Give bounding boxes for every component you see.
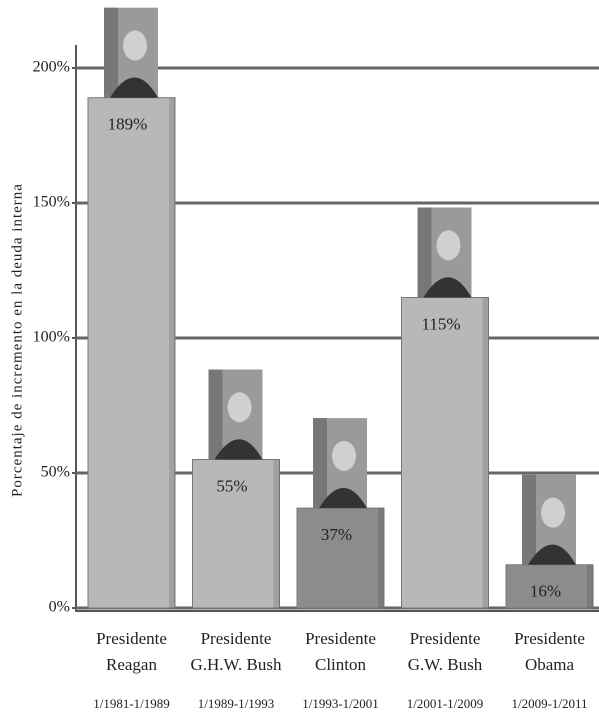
value-label: 115% (421, 314, 460, 333)
x-tick-label: Presidente G.W. Bush (407, 629, 483, 674)
portrait-body (110, 77, 158, 98)
portrait-head (436, 230, 461, 261)
portrait-flag (313, 418, 327, 509)
portrait-flag (104, 7, 118, 98)
portrait-flag (417, 207, 432, 298)
x-tick-label: Presidente G.H.W. Bush (190, 629, 282, 674)
bar-shade (378, 508, 384, 608)
y-tick-label: 0% (49, 599, 70, 616)
portrait-head (541, 497, 565, 528)
value-label: 37% (321, 525, 352, 544)
value-label: 189% (108, 115, 148, 134)
bar (87, 97, 176, 609)
bar-shade (169, 97, 175, 608)
portrait-head (123, 30, 147, 61)
bar (401, 297, 489, 609)
bar-shade (482, 297, 489, 608)
bar-shade (273, 459, 280, 608)
portrait-body (214, 439, 263, 460)
bar (505, 564, 594, 609)
period-label: 1/2009-1/2011 (511, 696, 588, 711)
portrait-flag (208, 369, 223, 460)
y-axis-label: Porcentaje de incremento en la deuda int… (9, 183, 25, 497)
bar (296, 507, 385, 609)
portrait-head (332, 440, 356, 471)
value-label: 55% (216, 476, 247, 495)
portrait-body (528, 544, 576, 565)
portrait-body (423, 277, 472, 298)
period-label: 1/2001-1/2009 (406, 696, 484, 711)
x-tick-label: Presidente Reagan (96, 629, 167, 674)
value-label: 16% (530, 582, 561, 601)
period-label: 1/1993-1/2001 (302, 696, 379, 711)
y-tick-label: 50% (41, 464, 70, 481)
x-tick-label: Presidente Clinton (305, 629, 376, 674)
x-tick-label: Presidente Obama (514, 629, 585, 674)
portrait-flag (522, 474, 536, 565)
portrait-body (319, 487, 367, 509)
period-label: 1/1981-1/1989 (93, 696, 170, 711)
bar (192, 459, 280, 609)
period-label: 1/1989-1/1993 (197, 696, 275, 711)
portrait-head (227, 392, 252, 423)
y-tick-label: 150% (33, 194, 70, 211)
bar-shade (587, 564, 593, 608)
y-tick-label: 100% (33, 329, 70, 346)
y-tick-label: 200% (33, 59, 70, 76)
